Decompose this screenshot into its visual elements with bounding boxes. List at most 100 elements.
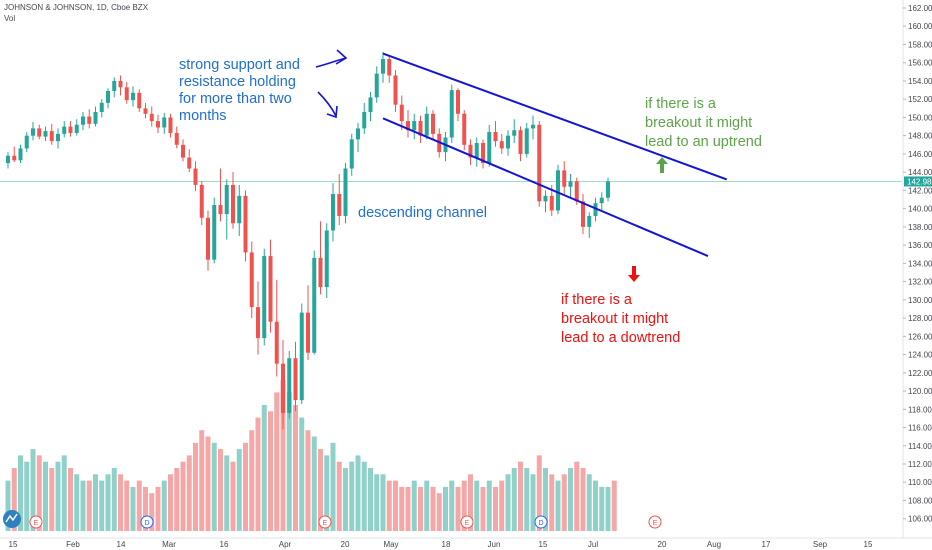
candle-body xyxy=(231,184,235,224)
volume-bar xyxy=(5,480,11,531)
channel-lower-line xyxy=(382,117,709,257)
volume-bar xyxy=(74,474,80,531)
volume-bar xyxy=(149,493,155,531)
up-arrow-icon xyxy=(656,157,668,173)
price-tick-label: 116.00 xyxy=(908,424,932,433)
volume-bar xyxy=(599,486,605,531)
candle-body xyxy=(506,135,510,149)
time-tick-label: 15 xyxy=(9,540,18,549)
price-tick-label: 158.00 xyxy=(908,40,932,49)
last-price-badge xyxy=(904,176,932,187)
volume-bar xyxy=(605,486,611,531)
support-annotation-line: resistance holding xyxy=(179,74,296,90)
price-tick-label: 152.00 xyxy=(908,95,932,104)
price-tick-label: 120.00 xyxy=(908,387,932,396)
volume-bar xyxy=(324,455,330,531)
time-tick-label: Jun xyxy=(488,540,501,549)
candle-body xyxy=(606,181,610,198)
event-marker-label: E xyxy=(34,520,39,527)
candle-body xyxy=(499,141,504,149)
volume-bar xyxy=(611,480,617,531)
volume-label: Vol xyxy=(4,14,16,23)
price-tick-label: 118.00 xyxy=(908,405,932,414)
candle-body xyxy=(456,90,460,114)
candle-body xyxy=(593,203,598,216)
platform-logo-mark xyxy=(5,513,18,523)
candle-body xyxy=(287,358,292,413)
volume-bar xyxy=(524,468,530,531)
volume-bar xyxy=(143,486,148,531)
volume-bar xyxy=(311,436,317,531)
volume-bar xyxy=(30,449,36,531)
price-tick-label: 144.00 xyxy=(908,168,932,177)
candle-body xyxy=(356,128,360,140)
candle-body xyxy=(549,195,554,211)
volume-bar xyxy=(55,461,61,531)
support-annotation-line: months xyxy=(179,108,227,124)
time-tick-label: 18 xyxy=(442,540,451,549)
candle-body xyxy=(131,92,135,101)
time-tick-label: 14 xyxy=(117,540,126,549)
time-tick-label: Sep xyxy=(813,540,828,549)
candle-body xyxy=(174,132,179,145)
candle-body xyxy=(149,113,154,122)
volume-bar xyxy=(405,486,411,531)
price-tick-label: 154.00 xyxy=(908,77,932,86)
volume-bar xyxy=(586,474,592,531)
candle-body xyxy=(524,128,529,154)
volume-bar xyxy=(343,468,348,531)
support-arrowhead-lower xyxy=(326,105,338,119)
price-tick-label: 112.00 xyxy=(908,460,932,469)
volume-bar xyxy=(293,405,298,531)
volume-bar xyxy=(105,474,111,531)
volume-bar xyxy=(61,455,67,531)
volume-bar xyxy=(593,480,598,531)
volume-bar xyxy=(224,455,230,531)
candle-body xyxy=(193,168,198,185)
event-marker xyxy=(29,515,43,529)
volume-bar xyxy=(130,486,136,531)
candle-body xyxy=(337,194,342,216)
price-tick-label: 162.00 xyxy=(908,4,932,13)
candle-body xyxy=(106,90,110,103)
volume-bar xyxy=(380,474,386,531)
price-tick-label: 126.00 xyxy=(908,332,932,341)
price-tick-label: 140.00 xyxy=(908,205,932,214)
volume-bar xyxy=(36,455,42,531)
volume-bar xyxy=(411,480,417,531)
volume-bar xyxy=(386,480,392,531)
volume-bar xyxy=(418,486,423,531)
candle-body xyxy=(262,256,267,339)
volume-bar xyxy=(274,392,280,531)
time-tick-label: 20 xyxy=(341,540,350,549)
candle-body xyxy=(43,131,48,137)
time-tick-label: 20 xyxy=(658,540,667,549)
support-annotation-line: strong support and xyxy=(179,57,300,73)
volume-bar xyxy=(11,468,17,531)
candle-body xyxy=(87,116,92,124)
volume-bar xyxy=(86,480,92,531)
candle-body xyxy=(49,131,54,142)
volume-bar xyxy=(243,442,248,531)
price-tick-label: 156.00 xyxy=(908,59,932,68)
volume-bar xyxy=(493,486,498,531)
time-tick-label: 15 xyxy=(864,540,873,549)
event-marker xyxy=(460,515,474,529)
volume-bar xyxy=(261,405,267,531)
channel-annotation: descending channel xyxy=(358,205,487,221)
volume-bar xyxy=(511,468,517,531)
volume-bar xyxy=(486,480,492,531)
candle-body xyxy=(331,194,335,231)
time-tick-label: Aug xyxy=(707,540,721,549)
candle-body xyxy=(181,144,185,158)
volume-bar xyxy=(368,468,373,531)
volume-bar xyxy=(468,474,473,531)
candle-body xyxy=(468,144,473,158)
volume-bar xyxy=(399,486,405,531)
volume-bar xyxy=(393,480,398,531)
candle-body xyxy=(587,215,592,227)
price-tick-label: 128.00 xyxy=(908,314,932,323)
candle-body xyxy=(399,104,404,122)
volume-bar xyxy=(518,461,523,531)
